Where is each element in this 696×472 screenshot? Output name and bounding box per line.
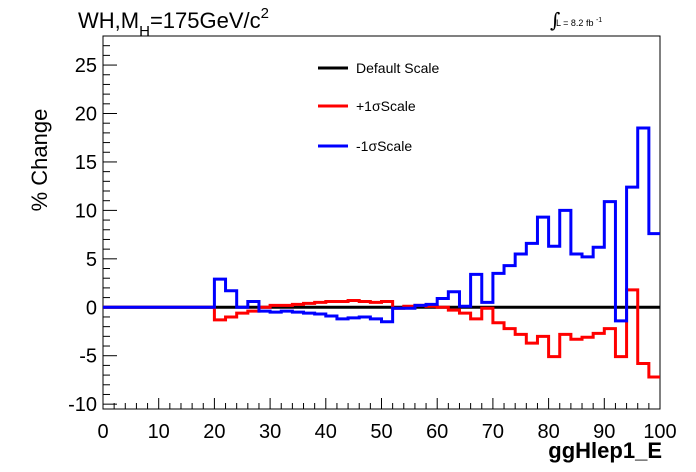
x-axis: 0 10 20 30 40 50 60 70 80 90 100 xyxy=(97,398,677,443)
x-tick-label: 70 xyxy=(482,421,504,443)
plot-frame xyxy=(102,35,661,410)
chart-title: WH,MH=175GeV/c2 xyxy=(78,5,269,40)
y-tick-label: 20 xyxy=(75,104,97,126)
x-tick-label: 40 xyxy=(315,421,337,443)
luminosity-superscript: -1 xyxy=(595,17,603,24)
legend-label-1: +1σScale xyxy=(356,98,416,114)
title-superscript: 2 xyxy=(260,5,269,22)
title-subscript: H xyxy=(139,23,150,40)
legend-label-2: -1σScale xyxy=(356,138,412,154)
y-tick-label: 25 xyxy=(75,55,97,77)
title-mid: =175GeV/c xyxy=(149,8,261,33)
series-2-line xyxy=(103,126,660,324)
x-tick-label: 50 xyxy=(370,421,392,443)
x-tick-label: 30 xyxy=(259,421,281,443)
y-tick-label: 0 xyxy=(86,297,97,319)
x-tick-label: 100 xyxy=(643,421,676,443)
series-layer xyxy=(103,126,660,379)
series-1-line xyxy=(103,288,660,379)
y-tick-label: 15 xyxy=(75,152,97,174)
y-tick-label: 10 xyxy=(75,200,97,222)
x-tick-label: 10 xyxy=(148,421,170,443)
luminosity-text: L = 8.2 fb xyxy=(556,18,594,28)
x-tick-label: 0 xyxy=(97,421,108,443)
x-tick-label: 80 xyxy=(537,421,559,443)
x-tick-label: 90 xyxy=(593,421,615,443)
y-tick-label: 5 xyxy=(86,249,97,271)
x-tick-label: 60 xyxy=(426,421,448,443)
y-axis-label: % Change xyxy=(20,90,60,230)
luminosity-label: ∫ L = 8.2 fb -1 xyxy=(550,8,603,32)
integral-symbol: ∫ xyxy=(550,8,561,32)
y-axis-label-text: % Change xyxy=(27,108,52,212)
x-tick-label: 20 xyxy=(203,421,225,443)
legend-label-0: Default Scale xyxy=(356,60,439,76)
y-axis: -10 -5 0 5 10 15 20 25 xyxy=(68,45,117,416)
title-prefix: WH,M xyxy=(78,8,140,33)
x-axis-label: ggHlep1_E xyxy=(548,438,662,463)
legend: Default Scale +1σScale -1σScale xyxy=(318,60,439,154)
y-tick-label: -5 xyxy=(79,346,97,368)
y-tick-label: -10 xyxy=(68,394,97,416)
